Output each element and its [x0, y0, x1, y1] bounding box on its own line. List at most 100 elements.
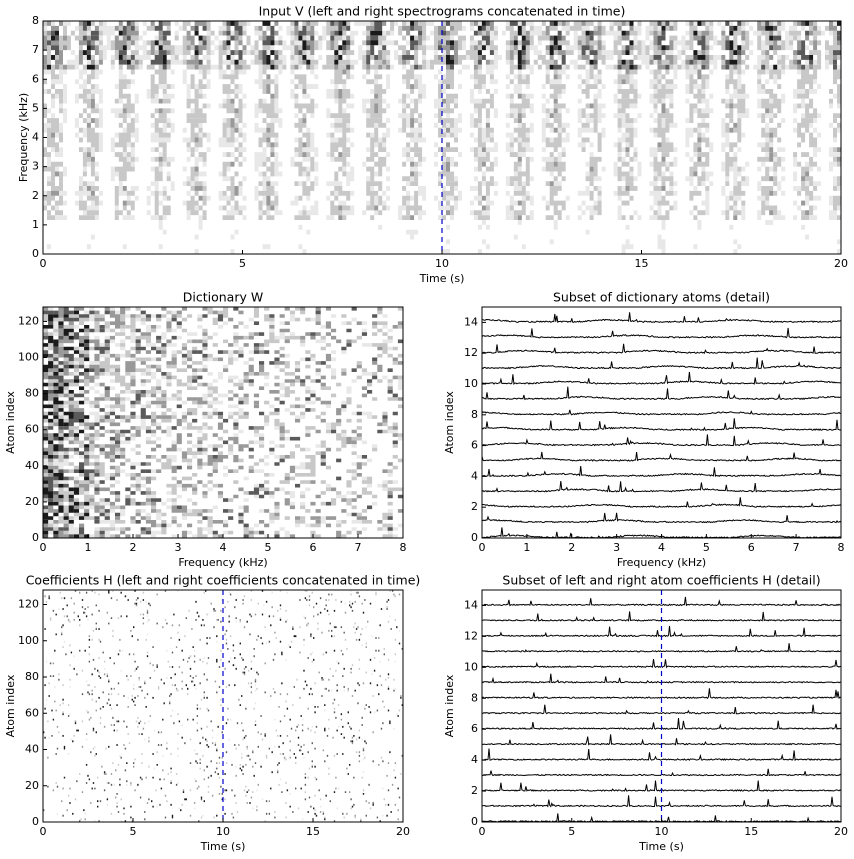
y-tick-label: 12: [464, 629, 478, 642]
trace: [481, 748, 842, 762]
x-axis-label: Frequency (kHz): [178, 556, 267, 569]
x-tick-label: 5: [130, 825, 137, 838]
y-tick-label: 4: [471, 469, 478, 482]
heatmap-texture: [47, 21, 841, 70]
y-tick-label: 12: [464, 346, 478, 359]
y-tick-label: 0: [471, 531, 478, 544]
y-tick-label: 0: [32, 815, 39, 828]
x-tick-label: 5: [568, 825, 575, 838]
chart-title: Dictionary W: [183, 290, 263, 305]
trace: [481, 466, 842, 478]
y-tick-label: 8: [471, 691, 478, 704]
trace: [481, 357, 842, 370]
trace: [481, 480, 842, 493]
plot-frame: [42, 589, 404, 823]
x-tick-label: 7: [793, 541, 800, 554]
y-tick-label: 3: [32, 160, 39, 173]
x-tick-label: 3: [175, 541, 182, 554]
heatmap-texture: [43, 590, 403, 823]
trace: [481, 704, 842, 715]
x-tick-label: 0: [479, 541, 486, 554]
x-tick-label: 7: [355, 541, 362, 554]
x-tick-label: 2: [568, 541, 575, 554]
trace: [481, 688, 842, 700]
chart-title: Subset of dictionary atoms (detail): [553, 290, 770, 305]
x-tick-label: 10: [216, 825, 230, 838]
chart-title: Subset of left and right atom coefficien…: [502, 573, 820, 588]
y-tick-label: 40: [25, 743, 39, 756]
trace: [481, 409, 842, 416]
y-tick-label: 2: [32, 189, 39, 202]
heatmap-texture: [43, 590, 403, 823]
y-tick-label: 0: [471, 815, 478, 828]
x-tick-label: 4: [658, 541, 665, 554]
x-tick-label: 4: [220, 541, 227, 554]
y-tick-label: 0: [32, 247, 39, 260]
trace: [481, 386, 842, 401]
x-axis-label: Time (s): [200, 840, 246, 853]
y-tick-label: 20: [25, 495, 39, 508]
x-axis-label: Time (s): [638, 840, 684, 853]
y-tick-label: 7: [32, 43, 39, 56]
x-tick-label: 5: [703, 541, 710, 554]
y-tick-label: 100: [18, 634, 39, 647]
y-axis-label: Atom index: [443, 674, 456, 737]
y-tick-label: 5: [32, 101, 39, 114]
trace: [481, 795, 842, 808]
trace: [481, 596, 842, 607]
y-tick-label: 2: [471, 784, 478, 797]
heatmap-texture: [44, 590, 402, 823]
x-tick-label: 0: [40, 257, 47, 270]
y-tick-label: 120: [18, 314, 39, 327]
y-tick-label: 8: [471, 408, 478, 421]
x-tick-label: 20: [834, 825, 848, 838]
y-tick-label: 4: [471, 753, 478, 766]
y-tick-label: 8: [32, 14, 39, 27]
x-tick-label: 1: [85, 541, 92, 554]
heatmap-texture: [43, 307, 404, 539]
chart-title: Coefficients H (left and right coefficie…: [26, 573, 421, 588]
trace: [481, 371, 842, 386]
y-tick-label: 60: [25, 706, 39, 719]
x-tick-label: 15: [744, 825, 758, 838]
heatmap-texture: [45, 590, 401, 823]
x-tick-label: 5: [265, 541, 272, 554]
plot-frame: [481, 306, 842, 539]
y-tick-label: 6: [471, 722, 478, 735]
x-tick-label: 0: [40, 541, 47, 554]
y-tick-label: 6: [471, 439, 478, 452]
trace: [481, 643, 842, 653]
y-axis-label: Atom index: [443, 391, 456, 454]
x-tick-label: 20: [396, 825, 410, 838]
x-tick-label: 6: [748, 541, 755, 554]
chart-title: Input V (left and right spectrograms con…: [259, 4, 626, 19]
y-tick-label: 20: [25, 779, 39, 792]
y-tick-label: 2: [471, 500, 478, 513]
heatmap-texture: [45, 590, 402, 823]
trace: [481, 497, 842, 508]
y-tick-label: 0: [32, 531, 39, 544]
y-axis-label: Frequency (kHz): [17, 93, 30, 182]
x-tick-label: 6: [310, 541, 317, 554]
y-tick-label: 1: [32, 218, 39, 231]
y-tick-label: 100: [18, 351, 39, 364]
heatmap-texture: [43, 310, 90, 539]
y-tick-label: 4: [32, 131, 39, 144]
x-tick-label: 3: [613, 541, 620, 554]
y-tick-label: 40: [25, 459, 39, 472]
x-tick-label: 2: [130, 541, 137, 554]
x-tick-label: 0: [40, 825, 47, 838]
trace: [481, 343, 842, 354]
x-tick-label: 5: [239, 257, 246, 270]
trace: [481, 312, 842, 324]
x-axis-label: Time (s): [419, 272, 465, 285]
trace: [481, 418, 842, 431]
y-tick-label: 14: [464, 598, 478, 611]
x-tick-label: 0: [479, 825, 486, 838]
y-tick-label: 10: [464, 660, 478, 673]
x-tick-label: 15: [635, 257, 649, 270]
x-tick-label: 8: [838, 541, 845, 554]
plot-frame: [481, 589, 842, 823]
trace: [481, 451, 842, 462]
